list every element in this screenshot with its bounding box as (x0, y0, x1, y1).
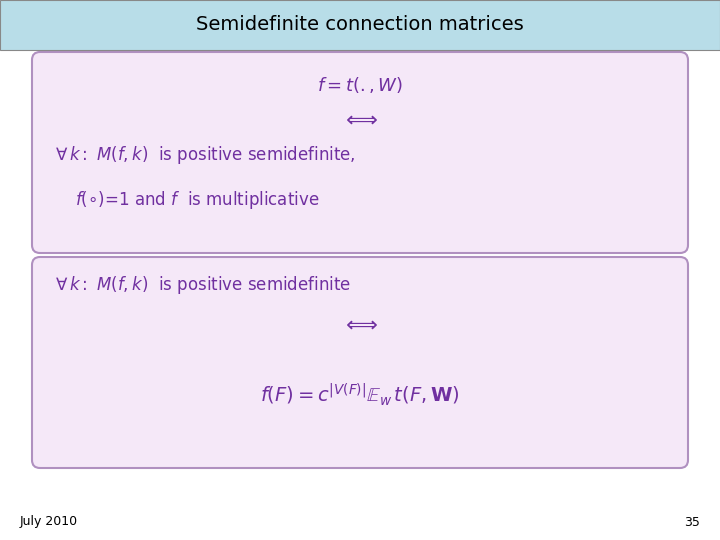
Text: $f(F) = c^{|V(F)|}\mathbb{E}_w\,t(F,\mathbf{W})$: $f(F) = c^{|V(F)|}\mathbb{E}_w\,t(F,\mat… (260, 382, 460, 408)
FancyBboxPatch shape (32, 257, 688, 468)
Text: Semidefinite connection matrices: Semidefinite connection matrices (196, 16, 524, 35)
Text: $\Longleftrightarrow$: $\Longleftrightarrow$ (341, 315, 379, 335)
FancyBboxPatch shape (0, 0, 720, 50)
Text: July 2010: July 2010 (20, 516, 78, 529)
Text: $f = t(.,W)$: $f = t(.,W)$ (317, 75, 403, 95)
Text: $\Longleftrightarrow$: $\Longleftrightarrow$ (341, 110, 379, 130)
FancyBboxPatch shape (32, 52, 688, 253)
Text: 35: 35 (684, 516, 700, 529)
Text: $\forall\, k :\ M(f,k)$  is positive semidefinite,: $\forall\, k :\ M(f,k)$ is positive semi… (55, 144, 356, 166)
Text: $f(\circ)$=1 and $f$  is multiplicative: $f(\circ)$=1 and $f$ is multiplicative (75, 189, 320, 211)
Text: $\forall\, k :\ M(f,k)$  is positive semidefinite: $\forall\, k :\ M(f,k)$ is positive semi… (55, 274, 351, 296)
